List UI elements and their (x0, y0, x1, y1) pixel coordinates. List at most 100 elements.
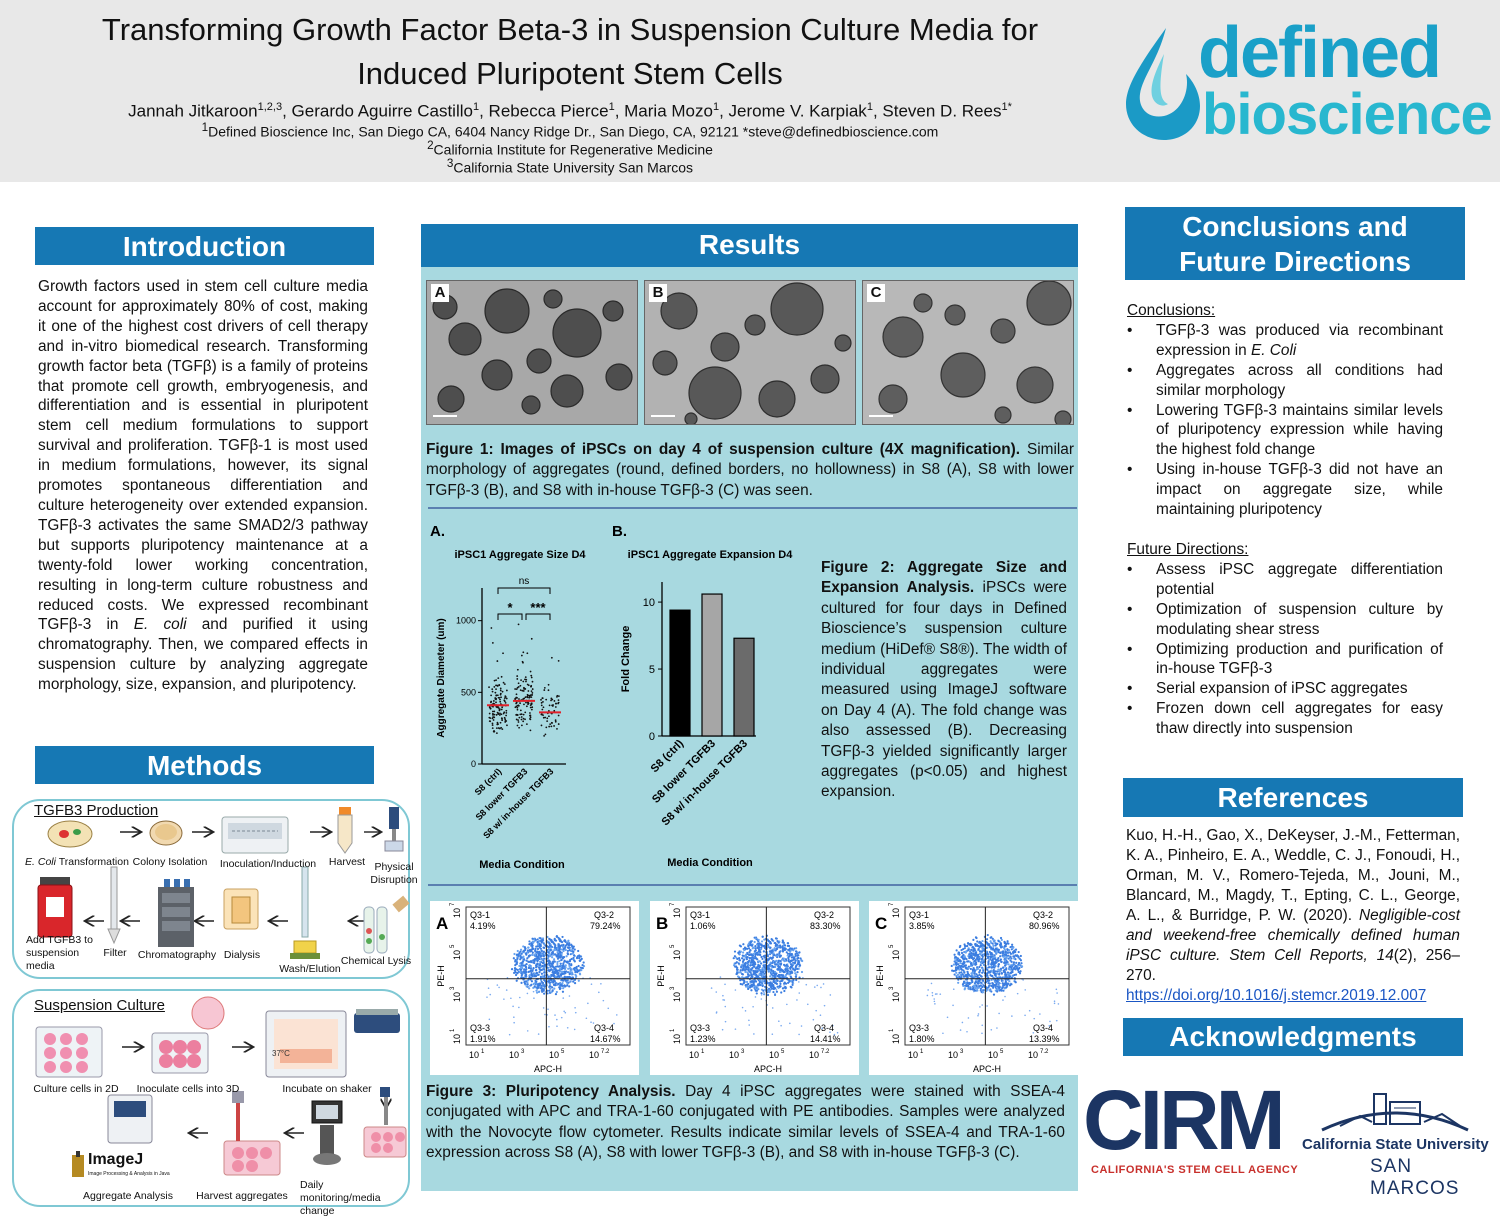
flow-event (968, 960, 972, 963)
flow-event (749, 953, 753, 956)
chart-a-point (502, 652, 504, 655)
flow-event (999, 982, 1002, 985)
flow-ytick-label: 10 (891, 992, 901, 1002)
flow-event (565, 975, 569, 979)
chart-a-point (548, 715, 550, 718)
flow-event (715, 991, 718, 993)
flow-event (978, 965, 981, 969)
flow-event (978, 950, 982, 953)
chart-a-point (525, 705, 528, 708)
flow-event (779, 970, 782, 973)
flow-event (539, 937, 542, 940)
flow-event (795, 947, 798, 950)
chart-b-ylabel: Fold Change (620, 626, 632, 693)
flow-event (990, 985, 994, 988)
flow-event (537, 955, 540, 958)
flow-event (750, 959, 753, 962)
flow-event (966, 944, 969, 948)
flow-event (981, 943, 984, 946)
chart-a-point (496, 660, 499, 662)
flow-event (543, 979, 546, 982)
flow-ytick-exponent: 3 (889, 986, 895, 990)
flow-event (568, 964, 571, 968)
future-item: • Serial expansion of iPSC aggregates (1127, 680, 1408, 698)
chart-a-title: iPSC1 Aggregate Size D4 (454, 549, 586, 561)
title-line-2: Induced Pluripotent Stem Cells (357, 56, 783, 91)
flow-event (955, 969, 958, 972)
chart-a-point (546, 717, 549, 720)
flow-event (990, 936, 993, 939)
flow-quadrant-name: Q3-3 (470, 1023, 490, 1033)
flow-event (772, 965, 775, 969)
chart-b-ytick-label: 0 (649, 731, 655, 743)
flow-event (772, 984, 775, 987)
flow-event (999, 959, 1002, 962)
flow-event (981, 991, 984, 994)
flow-event (539, 947, 542, 950)
flow-event (956, 958, 959, 961)
chart-a-point (505, 711, 508, 714)
flow-event (719, 976, 722, 978)
flow-event (1019, 959, 1023, 962)
flow-event (792, 982, 795, 984)
chart-a-point (489, 720, 492, 723)
flow-event (1007, 963, 1010, 966)
chart-a-point (540, 701, 543, 704)
flow-event (740, 957, 744, 960)
flow-event (756, 985, 758, 988)
flow-event (536, 942, 540, 945)
flow-event (1003, 987, 1006, 990)
flow-event (750, 973, 753, 976)
flow-event (568, 985, 571, 988)
flow-event (520, 962, 523, 965)
flow-event (581, 964, 584, 967)
chart-a-point (496, 694, 499, 697)
flow-event (741, 1006, 744, 1009)
flow-event (946, 1016, 949, 1019)
flow-event (760, 968, 763, 972)
flow-event (556, 965, 559, 968)
flow-event (954, 955, 957, 959)
flow-event (775, 980, 778, 983)
flow-event (805, 983, 808, 986)
flow-event (782, 957, 785, 960)
flow-event (988, 982, 991, 985)
flow-event (553, 967, 556, 970)
flow-event (963, 987, 967, 990)
flow-event (756, 946, 759, 949)
flow-event (547, 951, 550, 954)
chart-a-point (491, 724, 494, 727)
flow-event (763, 991, 765, 994)
flow-event (544, 1013, 546, 1016)
flow-event (715, 1012, 718, 1014)
flow-event (997, 965, 1000, 968)
flow-event (742, 979, 745, 982)
flow-event (773, 961, 776, 964)
chart-a-point (540, 724, 543, 727)
flow-event (752, 1005, 754, 1008)
flow-event (551, 956, 554, 959)
chart-a-point (519, 689, 522, 692)
chart-a-point (530, 676, 533, 679)
flow-event (978, 940, 981, 943)
flow-event (577, 964, 580, 968)
reference-doi-link[interactable]: https://doi.org/10.1016/j.stemcr.2019.12… (1126, 987, 1427, 1004)
chart-a-point (502, 712, 505, 715)
chart-a-point (497, 707, 500, 709)
chart-a-point (516, 678, 519, 680)
author-name: Gerardo Aguirre Castillo (291, 101, 473, 121)
flow-event (1011, 1015, 1013, 1017)
flow-event (525, 985, 528, 988)
flow-event (1008, 980, 1011, 983)
chart-a-point (496, 685, 499, 687)
flow-event (561, 990, 565, 993)
flow-quadrant-value: 80.96% (1029, 921, 1060, 931)
flow-event (548, 960, 551, 963)
flow-event (557, 972, 560, 975)
chart-a-point (516, 675, 519, 677)
flow-event (1004, 945, 1007, 948)
chart-a-point (519, 713, 522, 716)
chart-a-point (554, 720, 557, 723)
flow-event (508, 1033, 511, 1036)
flow-event (1006, 940, 1009, 943)
